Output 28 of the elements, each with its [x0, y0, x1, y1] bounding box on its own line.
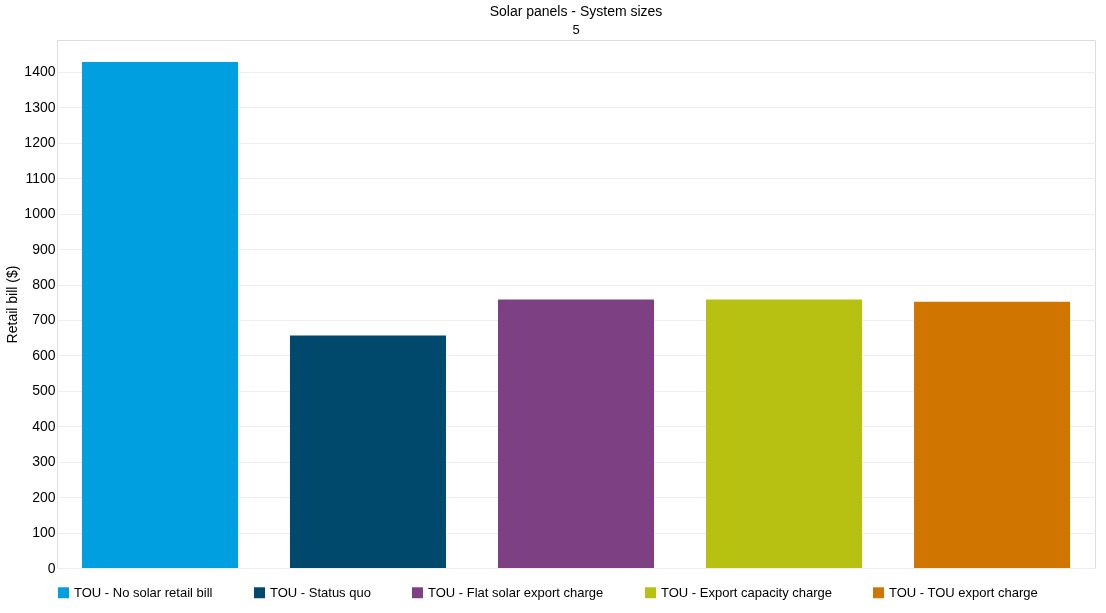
y-tick-label: 600 — [32, 346, 56, 363]
y-tick-label: 1100 — [25, 169, 56, 186]
y-tick-label: 1300 — [24, 98, 56, 115]
legend-label: TOU - Status quo — [270, 584, 371, 600]
chart-title: Solar panels - System sizes — [489, 3, 663, 19]
y-tick-label: 0 — [47, 559, 56, 576]
y-tick-label: 300 — [32, 453, 56, 470]
y-tick-label: 500 — [32, 382, 56, 399]
y-axis-title: Retail bill ($) — [4, 265, 21, 344]
legend-label: TOU - TOU export charge — [889, 584, 1038, 600]
y-tick-label: 700 — [32, 311, 56, 328]
y-tick-label: 1000 — [24, 205, 56, 222]
y-tick-label: 1200 — [24, 134, 56, 151]
bar — [706, 299, 863, 568]
y-tick-label: 1400 — [24, 63, 56, 80]
bar — [289, 335, 446, 568]
y-tick-label: 100 — [32, 524, 56, 541]
bar — [914, 301, 1071, 568]
x-tick-label: 5 — [572, 21, 580, 37]
y-tick-label: 900 — [32, 240, 56, 257]
y-tick-label: 200 — [32, 488, 56, 505]
legend-label: TOU - Export capacity charge — [661, 584, 832, 600]
legend-label: TOU - No solar retail bill — [74, 584, 213, 600]
y-tick-label: 400 — [32, 417, 56, 434]
y-tick-label: 800 — [32, 276, 56, 293]
legend-label: TOU - Flat solar export charge — [428, 584, 604, 600]
bar — [81, 61, 238, 568]
bar — [497, 299, 655, 568]
